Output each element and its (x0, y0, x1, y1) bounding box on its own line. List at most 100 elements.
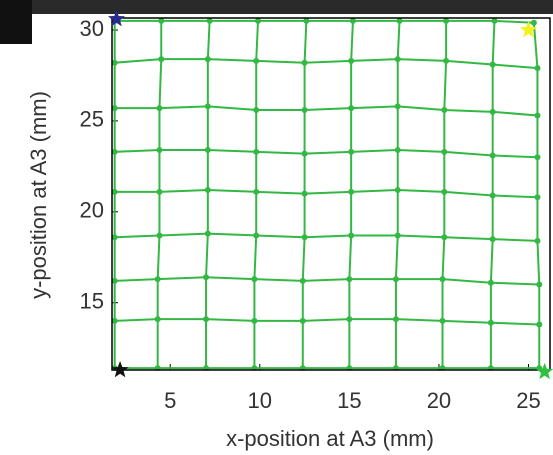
grid-point (301, 150, 308, 157)
grid-point (439, 365, 446, 370)
grid-point (536, 365, 543, 370)
grid-point (487, 365, 494, 370)
grid-point (251, 276, 258, 283)
grid-row-line (114, 188, 538, 199)
grid-point (394, 147, 401, 153)
grid-point (489, 236, 496, 243)
x-tick-label: 15 (337, 388, 361, 413)
grid-point (491, 18, 498, 24)
grid-point (301, 190, 308, 197)
grid-point (251, 317, 258, 324)
grid-point (534, 65, 541, 72)
star-marker (536, 362, 553, 380)
grid-row-line (114, 232, 538, 242)
grid-point (348, 148, 355, 155)
y-tick-label: 20 (80, 198, 104, 223)
grid-point (392, 276, 399, 283)
grid-point (441, 148, 448, 155)
grid-point (443, 18, 450, 24)
x-axis-label: x-position at A3 (mm) (226, 426, 434, 451)
grid-point (489, 61, 496, 68)
grid-point (112, 105, 118, 112)
grid-row-line (114, 19, 534, 24)
grid-point (253, 57, 260, 64)
grid-point (348, 232, 355, 239)
grid-point (112, 277, 118, 284)
grid-point (112, 188, 118, 195)
grid-point (441, 234, 448, 241)
grid-point (348, 188, 355, 195)
grid-point (303, 18, 310, 24)
grid-point (204, 230, 211, 237)
grid-point (158, 18, 165, 24)
grid-point (299, 365, 306, 370)
grid-point (534, 154, 541, 161)
axes-frame (111, 17, 551, 371)
grid-point (301, 59, 308, 66)
y-tick-label: 15 (80, 289, 104, 314)
grid-point (154, 316, 161, 323)
grid-point (489, 192, 496, 199)
grid-point (204, 56, 211, 63)
y-axis-label: y-position at A3 (mm) (26, 91, 51, 299)
grid-point (536, 321, 543, 328)
grid-point (441, 188, 448, 195)
grid-point (156, 188, 163, 195)
grid-point (394, 56, 401, 63)
grid-point (299, 277, 306, 284)
grid-point (301, 107, 308, 113)
grid-row-line (114, 276, 540, 286)
star-marker (111, 361, 129, 378)
grid-point (489, 108, 496, 115)
grid-point (299, 317, 306, 324)
grid-point (253, 232, 260, 239)
grid-point (349, 18, 356, 24)
grid-point (392, 316, 399, 323)
grid-point (112, 59, 118, 66)
grid-point (534, 112, 541, 119)
grid-point (439, 276, 446, 283)
photo-strip (0, 0, 553, 14)
grid-point (203, 365, 210, 370)
grid-point (206, 18, 213, 24)
grid-point (394, 232, 401, 239)
grid-point (255, 18, 261, 24)
grid-point (156, 105, 163, 112)
photo-corner (0, 0, 32, 44)
grid-point (154, 365, 161, 370)
grid-point (154, 276, 161, 283)
star-marker (107, 10, 126, 27)
plot-area (112, 18, 543, 370)
grid-column-line (205, 20, 211, 369)
x-tick-label: 5 (164, 388, 176, 413)
grid-point (253, 148, 260, 155)
grid-point (439, 317, 446, 324)
grid-point (394, 187, 401, 193)
grid-point (204, 187, 211, 193)
grid-row-line (114, 148, 538, 159)
grid-point (253, 188, 260, 195)
grid-point (156, 232, 163, 239)
grid-point (301, 234, 308, 241)
grid-point (392, 365, 399, 370)
grid-point (253, 107, 260, 113)
grid-point (487, 279, 494, 286)
x-tick-label: 10 (248, 388, 272, 413)
grid-point (112, 148, 118, 155)
grid-point (112, 317, 118, 324)
grid-row-line (114, 105, 538, 117)
x-tick-label: 20 (427, 388, 451, 413)
grid-point (112, 234, 118, 241)
grid-column-line (394, 20, 401, 369)
grid-point (204, 103, 211, 110)
grid-point (203, 316, 210, 323)
grid-point (441, 107, 448, 113)
grid-point (156, 147, 163, 153)
grid-point (158, 56, 165, 63)
grid-row-line (114, 318, 540, 326)
grid-point (203, 274, 210, 281)
grid-point (530, 19, 537, 26)
grid-point (346, 316, 353, 323)
